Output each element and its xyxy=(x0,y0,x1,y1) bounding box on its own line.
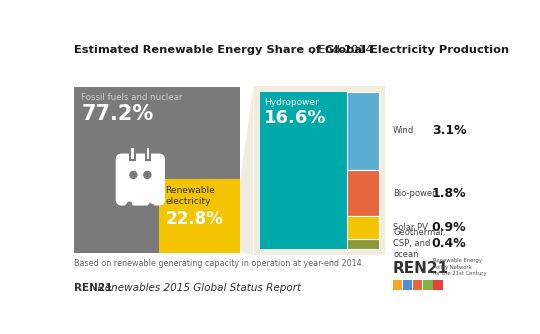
Bar xyxy=(260,92,347,249)
Bar xyxy=(347,92,379,170)
Bar xyxy=(347,216,379,238)
Bar xyxy=(413,280,422,290)
Text: 0.9%: 0.9% xyxy=(432,221,467,234)
Text: 3.1%: 3.1% xyxy=(432,125,467,137)
Text: 16.6%: 16.6% xyxy=(265,109,327,127)
Circle shape xyxy=(144,171,151,178)
Text: Bio-power: Bio-power xyxy=(393,188,436,197)
Bar xyxy=(347,238,379,249)
FancyBboxPatch shape xyxy=(117,155,164,204)
Bar xyxy=(423,280,433,290)
Polygon shape xyxy=(240,86,253,255)
Text: 0.4%: 0.4% xyxy=(432,237,467,250)
Text: REN21: REN21 xyxy=(393,261,449,276)
Text: Fossil fuels and nuclear: Fossil fuels and nuclear xyxy=(82,93,183,102)
Text: Renewable Energy
Policy Network
for the 21st Century: Renewable Energy Policy Network for the … xyxy=(433,258,487,276)
Text: Solar PV: Solar PV xyxy=(393,223,428,232)
Text: , End-2014: , End-2014 xyxy=(312,45,373,55)
Bar xyxy=(253,86,385,255)
Bar xyxy=(433,280,443,290)
Bar xyxy=(159,179,240,253)
Text: 22.8%: 22.8% xyxy=(165,210,223,228)
Bar xyxy=(130,147,135,160)
Text: Renewable
electricity: Renewable electricity xyxy=(165,186,215,206)
Text: Estimated Renewable Energy Share of Global Electricity Production: Estimated Renewable Energy Share of Glob… xyxy=(73,45,509,55)
Text: REN21: REN21 xyxy=(73,284,112,293)
Text: Based on renewable generating capacity in operation at year-end 2014.: Based on renewable generating capacity i… xyxy=(73,259,364,268)
Text: Hydropower: Hydropower xyxy=(265,98,319,107)
Circle shape xyxy=(130,171,137,178)
Bar xyxy=(73,87,240,253)
Text: Wind: Wind xyxy=(393,127,414,136)
Text: 77.2%: 77.2% xyxy=(82,104,154,124)
Bar xyxy=(146,147,151,160)
Bar xyxy=(403,280,413,290)
Text: 1.8%: 1.8% xyxy=(432,186,467,199)
Text: Geothermal,
CSP, and
ocean: Geothermal, CSP, and ocean xyxy=(393,228,446,259)
Bar xyxy=(393,280,402,290)
Text: Renewables 2015 Global Status Report: Renewables 2015 Global Status Report xyxy=(91,284,301,293)
Bar xyxy=(347,170,379,216)
